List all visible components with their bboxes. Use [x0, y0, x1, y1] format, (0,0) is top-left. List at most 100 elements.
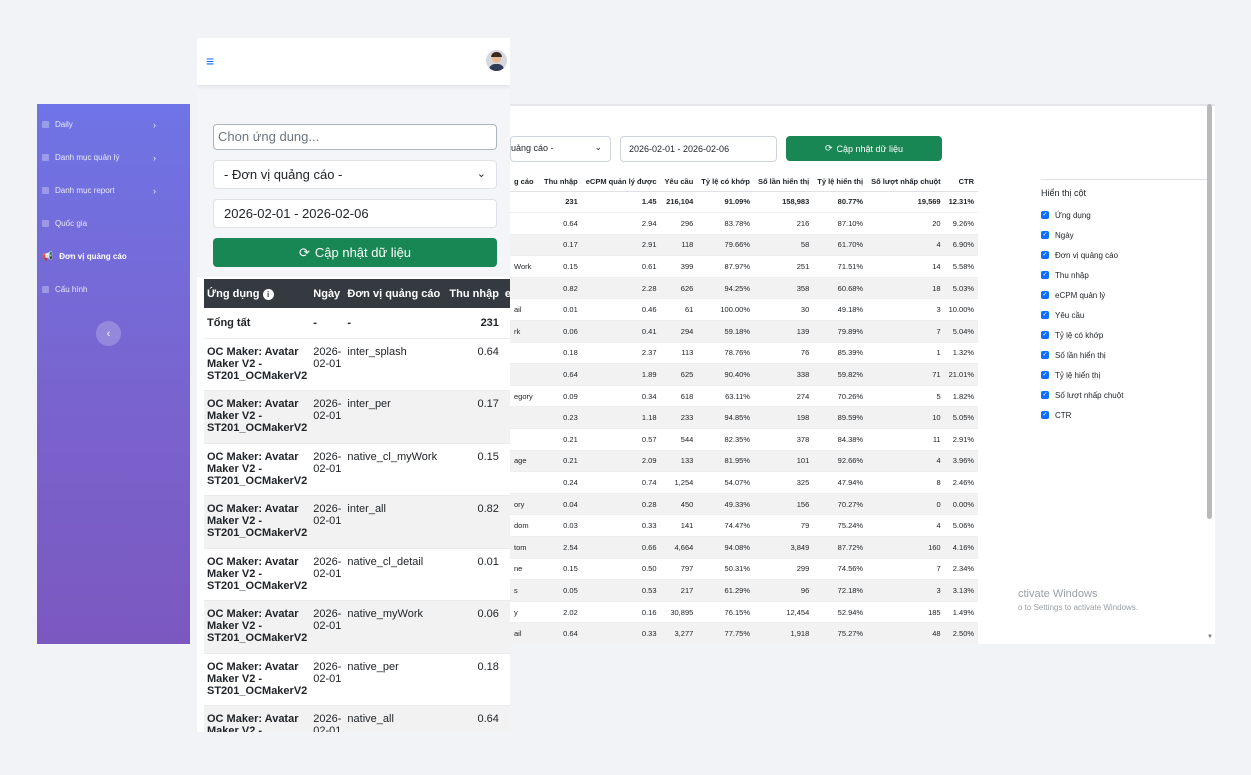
desktop-cell: 233 [660, 406, 698, 430]
checkbox-checked-icon[interactable]: ✓ [1041, 251, 1049, 259]
cell-unit: inter_all [344, 495, 447, 549]
sidebar-item-4[interactable]: 📢 Đơn vị quảng cáo [37, 240, 190, 273]
checkbox-checked-icon[interactable]: ✓ [1041, 291, 1049, 299]
desktop-cell: 2.54 [540, 536, 582, 559]
col-header-app[interactable]: Ứng dụng i [204, 279, 311, 308]
update-data-label: Cập nhật dữ liệu [836, 143, 904, 154]
avatar[interactable] [486, 50, 507, 71]
checkbox-checked-icon[interactable]: ✓ [1041, 371, 1049, 379]
desktop-total-row: 231 1.45 216,104 91.09% 158,983 80.77% 19,569 1… [510, 191, 979, 214]
sidebar-item-2[interactable]: Danh mục report › [37, 174, 190, 207]
desktop-col-header[interactable]: CTR [944, 173, 979, 192]
desktop-col-header[interactable]: g cáo [510, 173, 540, 192]
desktop-cell: 0.57 [581, 428, 661, 451]
column-option[interactable]: ✓ eCPM quản lý [1041, 285, 1211, 305]
desktop-col-header[interactable]: eCPM quản lý được [581, 173, 661, 192]
desktop-cell: 1 [867, 342, 945, 365]
col-header-unit[interactable]: Đơn vị quảng cáo [344, 279, 447, 308]
cell-unit: native_cl_myWork [344, 443, 447, 496]
desktop-cell: 91.09% [697, 191, 754, 214]
desktop-cell: tom [510, 536, 540, 559]
date-range-input[interactable]: 2026-02-01 - 2026-02-06 [620, 136, 777, 162]
desktop-col-header[interactable]: Số lượt nhấp chuột [867, 173, 945, 192]
column-option[interactable]: ✓ CTR [1041, 405, 1211, 425]
table-row: OC Maker: Avatar Maker V2 - ST201_OCMake… [204, 600, 510, 654]
sidebar-item-5[interactable]: Cấu hình [37, 273, 190, 306]
update-data-button[interactable]: ⟳ Cập nhật dữ liệu [786, 136, 942, 161]
chevron-right-icon: › [153, 185, 156, 196]
info-icon[interactable]: i [262, 288, 274, 300]
desktop-cell: 2.50% [944, 622, 979, 644]
desktop-cell: 49.33% [697, 493, 754, 516]
desktop-cell: 0.34 [581, 385, 661, 408]
date-range-input-mobile[interactable]: 2026-02-01 - 2026-02-06 [213, 199, 497, 228]
desktop-col-header[interactable]: Số lần hiển thị [753, 173, 814, 192]
sidebar-item-3[interactable]: Quốc gia [37, 207, 190, 240]
col-header-date[interactable]: Ngày [310, 279, 345, 308]
desktop-cell: 94.08% [697, 536, 754, 559]
desktop-cell: 19,569 [867, 191, 945, 214]
mobile-report-view: ≡ Chon ứng dung... - Đơn vị quảng cáo - … [197, 38, 510, 732]
menu-item-icon [42, 220, 49, 227]
column-option[interactable]: ✓ Ngày [1041, 225, 1211, 245]
column-option[interactable]: ✓ Tỷ lệ hiển thị [1041, 365, 1211, 385]
column-option[interactable]: ✓ Thu nhập [1041, 265, 1211, 285]
desktop-cell: 217 [660, 579, 698, 602]
table-row: OC Maker: Avatar Maker V2 - ST201_OCMake… [204, 338, 510, 391]
sidebar-collapse-button[interactable]: ‹ [96, 321, 121, 346]
checkbox-checked-icon[interactable]: ✓ [1041, 391, 1049, 399]
desktop-cell: rk [510, 320, 540, 343]
scroll-down-icon[interactable]: ▼ [1207, 634, 1213, 640]
desktop-cell: 0.16 [581, 601, 661, 624]
desktop-cell: 0.23 [540, 406, 582, 430]
desktop-col-header[interactable]: Tỷ lệ hiển thị [813, 173, 868, 192]
column-option[interactable]: ✓ Yêu cầu [1041, 305, 1211, 325]
checkbox-checked-icon[interactable]: ✓ [1041, 351, 1049, 359]
column-option[interactable]: ✓ Số lượt nhấp chuột [1041, 385, 1211, 405]
checkbox-checked-icon[interactable]: ✓ [1041, 331, 1049, 339]
mobile-table-wrap[interactable]: Ứng dụng i Ngày Đơn vị quảng cáo Thu nhậ… [204, 279, 510, 732]
checkbox-checked-icon[interactable]: ✓ [1041, 211, 1049, 219]
sidebar-item-1[interactable]: Danh mục quản lý › [37, 141, 190, 174]
desktop-table-row: 0.23 1.18 233 94.85% 198 89.59% 10 5.05% [510, 406, 979, 430]
ad-unit-select-mobile[interactable]: - Đơn vị quảng cáo - ⌄ [213, 160, 497, 189]
page-scrollbar[interactable] [1207, 104, 1212, 519]
ad-unit-select[interactable]: uảng cáo - ⌄ [510, 136, 611, 162]
col-header-revenue[interactable]: Thu nhập [446, 279, 502, 308]
desktop-cell [510, 471, 540, 494]
desktop-cell: 74.56% [813, 558, 868, 581]
desktop-col-header[interactable]: Tỷ lệ có khớp [697, 173, 754, 192]
checkbox-checked-icon[interactable]: ✓ [1041, 411, 1049, 419]
desktop-cell: 3 [867, 579, 945, 602]
table-row: OC Maker: Avatar Maker V2 - ST201_OCMake… [204, 705, 510, 732]
col-header-next[interactable]: e [501, 279, 510, 308]
desktop-cell: 797 [660, 558, 698, 581]
sidebar-item-0[interactable]: Daily › [37, 108, 190, 141]
column-option[interactable]: ✓ Ứng dụng [1041, 205, 1211, 225]
desktop-col-header[interactable]: Yêu cầu [660, 173, 698, 192]
checkbox-checked-icon[interactable]: ✓ [1041, 311, 1049, 319]
desktop-cell: 21.01% [944, 363, 979, 386]
desktop-cell: 92.66% [813, 450, 868, 473]
column-option[interactable]: ✓ Tỷ lệ có khớp [1041, 325, 1211, 345]
checkbox-checked-icon[interactable]: ✓ [1041, 231, 1049, 239]
desktop-col-header[interactable]: Thu nhập [540, 173, 582, 192]
menu-item-icon [42, 154, 49, 161]
desktop-cell: 544 [660, 428, 698, 451]
menu-icon[interactable]: ≡ [206, 53, 215, 69]
column-option[interactable]: ✓ Số lần hiển thị [1041, 345, 1211, 365]
column-option[interactable]: ✓ Đơn vị quảng cáo [1041, 245, 1211, 265]
total-label: Tổng tất [204, 308, 311, 339]
mobile-filters: Chon ứng dung... - Đơn vị quảng cáo - ⌄ … [197, 85, 510, 277]
mobile-report-table: Ứng dụng i Ngày Đơn vị quảng cáo Thu nhậ… [204, 279, 510, 732]
checkbox-checked-icon[interactable]: ✓ [1041, 271, 1049, 279]
desktop-report-table: g cáo Thu nhập eCPM quản lý được Yêu cầu Tỷ … [510, 173, 979, 644]
cell-unit: native_per [344, 653, 447, 706]
desktop-cell: s [510, 579, 540, 602]
cell-app: OC Maker: Avatar Maker V2 - ST201_OCMake… [204, 443, 311, 496]
app-search-input[interactable]: Chon ứng dung... [213, 124, 497, 150]
update-data-button-mobile[interactable]: ⟳ Cập nhật dữ liệu [213, 238, 497, 267]
menu-item-icon [42, 286, 49, 293]
desktop-cell: 1.18 [581, 406, 661, 430]
desktop-cell: 296 [660, 212, 698, 235]
